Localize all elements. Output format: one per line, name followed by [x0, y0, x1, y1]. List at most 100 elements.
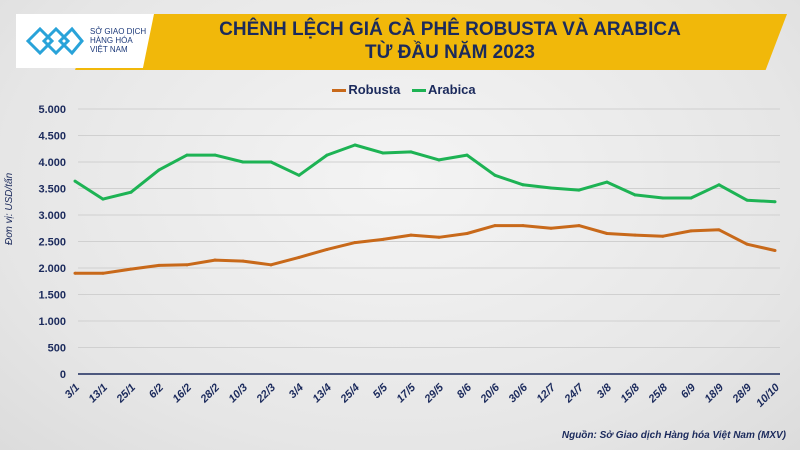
x-tick-label: 30/6 [506, 381, 530, 405]
chart-title: CHÊNH LỆCH GIÁ CÀ PHÊ ROBUSTA VÀ ARABICA… [160, 18, 740, 64]
x-tick-label: 10/10 [754, 381, 783, 410]
data-point-arabica [325, 153, 329, 157]
data-point-robusta [325, 247, 329, 251]
x-tick-label: 13/1 [86, 382, 110, 406]
logo-mark-icon [26, 26, 84, 56]
data-point-robusta [185, 263, 189, 267]
x-tick-label: 25/4 [338, 382, 362, 406]
y-tick-label: 5.000 [38, 104, 66, 116]
data-point-arabica [605, 180, 609, 184]
data-point-robusta [101, 271, 105, 275]
x-tick-label: 17/5 [394, 381, 418, 405]
series-line-robusta [75, 224, 776, 275]
data-point-arabica [409, 150, 413, 154]
data-point-robusta [633, 233, 637, 237]
data-point-arabica [353, 143, 357, 147]
logo-text-line: HÀNG HÓA [90, 36, 133, 45]
legend-swatch-arabica [411, 89, 426, 93]
legend-label-robusta: Robusta [348, 82, 401, 97]
data-point-robusta [605, 232, 609, 236]
title-line-2: TỪ ĐẦU NĂM 2023 [365, 42, 535, 63]
data-point-robusta [157, 263, 161, 267]
data-point-arabica [241, 160, 245, 164]
data-point-robusta [73, 271, 77, 275]
data-point-robusta [717, 228, 721, 232]
x-tick-label: 24/7 [562, 381, 587, 406]
x-tick-label: 6/9 [679, 381, 699, 401]
data-point-arabica [661, 196, 665, 200]
x-tick-label: 6/2 [147, 382, 166, 401]
logo: SỞ GIAO DỊCH HÀNG HÓA VIỆT NAM [16, 14, 154, 68]
x-tick-label: 16/2 [170, 382, 194, 406]
data-point-arabica [297, 173, 301, 177]
data-point-robusta [465, 232, 469, 236]
x-tick-label: 18/9 [702, 381, 726, 405]
x-tick-label: 28/2 [198, 382, 222, 406]
x-tick-label: 3/8 [595, 381, 615, 401]
x-tick-label: 29/5 [422, 381, 447, 406]
y-tick-label: 4.000 [38, 157, 66, 169]
y-tick-label: 3.500 [38, 184, 66, 196]
logo-text-line: SỞ GIAO DỊCH [90, 27, 147, 36]
data-point-robusta [269, 263, 273, 267]
x-tick-label: 20/6 [478, 381, 503, 406]
legend: Robusta Arabica [0, 82, 800, 97]
data-point-arabica [101, 197, 105, 201]
x-tick-label: 22/3 [254, 382, 278, 406]
data-point-arabica [521, 183, 525, 187]
y-tick-label: 3.000 [38, 210, 66, 222]
y-tick-label: 4.500 [38, 131, 66, 143]
data-point-robusta [661, 234, 665, 238]
data-point-arabica [213, 153, 217, 157]
x-tick-label: 25/1 [114, 382, 138, 406]
data-point-arabica [549, 186, 553, 190]
x-tick-label: 3/1 [63, 382, 82, 401]
title-line-1: CHÊNH LỆCH GIÁ CÀ PHÊ ROBUSTA VÀ ARABICA [219, 19, 681, 40]
data-point-robusta [689, 229, 693, 233]
x-tick-label: 28/9 [730, 381, 755, 406]
data-point-robusta [129, 267, 133, 271]
x-tick-label: 15/8 [618, 381, 642, 405]
data-point-arabica [689, 196, 693, 200]
y-tick-label: 0 [60, 369, 66, 381]
x-tick-label: 10/3 [226, 382, 250, 406]
data-point-arabica [745, 198, 749, 202]
data-point-arabica [577, 188, 581, 192]
data-point-robusta [297, 255, 301, 259]
data-point-robusta [745, 242, 749, 246]
data-point-arabica [773, 200, 777, 204]
data-point-arabica [437, 158, 441, 162]
x-tick-label: 5/5 [371, 381, 391, 401]
y-tick-label: 2.500 [38, 237, 66, 249]
data-point-robusta [381, 237, 385, 241]
data-point-robusta [521, 224, 525, 228]
data-point-robusta [549, 226, 553, 230]
source-note: Nguồn: Sở Giao dịch Hàng hóa Việt Nam (M… [561, 430, 786, 441]
x-tick-label: 13/4 [310, 382, 334, 406]
data-point-arabica [269, 160, 273, 164]
legend-swatch-robusta [332, 89, 347, 93]
data-point-robusta [409, 233, 413, 237]
x-tick-label: 8/6 [455, 381, 475, 401]
series-line-arabica [74, 143, 776, 204]
data-point-robusta [437, 235, 441, 239]
data-point-robusta [773, 249, 777, 253]
data-point-robusta [577, 224, 581, 228]
data-point-arabica [717, 183, 721, 187]
x-tick-label: 3/4 [287, 382, 306, 401]
data-point-arabica [185, 153, 189, 157]
y-tick-label: 2.000 [38, 263, 66, 275]
y-tick-label: 1.000 [38, 316, 66, 328]
data-point-robusta [493, 224, 497, 228]
logo-text-line: VIỆT NAM [90, 45, 128, 54]
data-point-arabica [381, 151, 385, 155]
y-tick-label: 500 [48, 343, 66, 355]
x-tick-label: 12/7 [534, 381, 558, 405]
data-point-arabica [129, 190, 133, 194]
data-point-arabica [493, 173, 497, 177]
x-tick-label: 25/8 [646, 381, 671, 406]
data-point-robusta [213, 258, 217, 262]
y-tick-label: 1.500 [38, 290, 66, 302]
